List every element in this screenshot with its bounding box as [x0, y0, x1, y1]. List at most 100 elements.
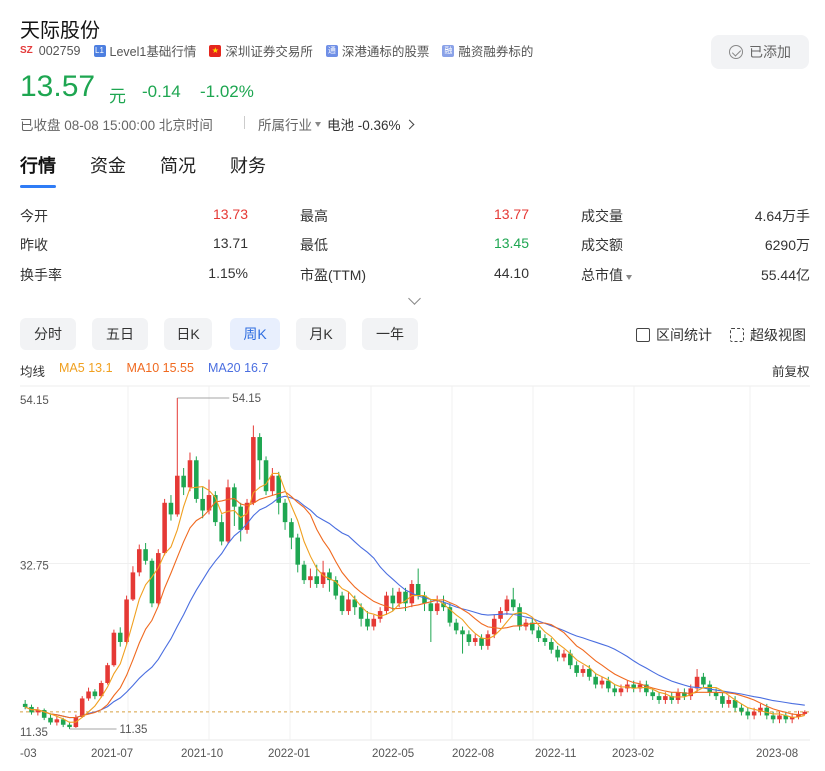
candle-body	[92, 691, 98, 697]
tab-finance[interactable]: 财务	[230, 156, 266, 176]
ma-title: 均线	[20, 365, 46, 379]
stat-value: 4.64万手	[754, 208, 810, 224]
stat-value: 13.73	[212, 206, 248, 222]
tag-exchange-label: 深圳证券交易所	[225, 45, 313, 59]
candle-body	[428, 603, 434, 612]
candle-body	[707, 684, 713, 693]
candle-body	[485, 634, 491, 646]
candle-body	[663, 696, 668, 700]
candle-body	[713, 692, 719, 697]
stock-name: 天际股份	[20, 20, 100, 42]
candle-body	[656, 696, 662, 700]
candle-body	[149, 560, 155, 604]
candle-body	[618, 688, 624, 693]
candle-body	[156, 553, 161, 604]
market-badge: SZ	[20, 44, 33, 56]
candle-body	[574, 665, 579, 673]
price-unit: 元	[109, 87, 126, 106]
range-stats-button[interactable]: 区间统计	[636, 325, 712, 345]
period-button[interactable]: 周K	[230, 318, 280, 350]
max-value-label: 54.15	[232, 393, 261, 405]
candle-body	[587, 669, 592, 677]
candle-body	[739, 707, 744, 712]
caret-down-icon	[315, 121, 321, 127]
period-button[interactable]: 月K	[296, 318, 346, 350]
candle-body	[453, 622, 459, 631]
candle-body	[352, 599, 358, 608]
tag-connect: 通 深港通标的股票	[325, 41, 430, 60]
x-tick-label: 2023-02	[612, 748, 654, 760]
tab-market[interactable]: 行情	[20, 152, 56, 188]
candle-body	[694, 676, 700, 689]
candle-body	[536, 630, 541, 639]
current-price: 13.57	[20, 70, 96, 103]
candle-body	[301, 564, 307, 581]
candle-body	[365, 618, 370, 627]
candle-body	[251, 437, 256, 503]
candle-body	[333, 580, 339, 596]
china-flag-icon: ★	[209, 44, 222, 57]
candle-body	[422, 595, 427, 604]
candle-body	[644, 684, 649, 693]
super-view-button[interactable]: 超级视图	[730, 325, 806, 345]
candle-body	[206, 495, 212, 511]
period-button[interactable]: 日K	[164, 318, 212, 350]
min-value-label: 11.35	[120, 724, 148, 736]
stat-value: 55.44亿	[760, 267, 810, 283]
period-button[interactable]: 分时	[20, 318, 76, 350]
candle-body	[136, 549, 142, 573]
stat-label: 成交额	[581, 237, 623, 253]
tab-profile[interactable]: 简况	[160, 156, 196, 176]
candle-body	[447, 607, 453, 623]
candle-body	[726, 699, 732, 704]
level1-icon: L1	[93, 44, 106, 57]
stat-label: 市盈(TTM)	[300, 267, 367, 283]
candle-body	[238, 506, 243, 530]
stat-value: 1.15%	[208, 265, 248, 281]
candle-body	[270, 475, 275, 492]
candle-body	[403, 591, 408, 604]
y-tick-label: 32.75	[20, 561, 49, 573]
period-button[interactable]: 五日	[92, 318, 148, 350]
candle-body	[682, 692, 687, 697]
industry-link[interactable]: 所属行业 电池 -0.36%	[258, 114, 414, 134]
candle-body	[124, 599, 129, 642]
candle-body	[777, 715, 782, 720]
candle-body	[35, 710, 41, 713]
candle-body	[802, 711, 808, 714]
super-view-icon	[730, 328, 744, 342]
x-tick-label: 2022-05	[372, 748, 414, 760]
candle-body	[415, 583, 421, 596]
added-watchlist-button[interactable]: 已添加	[711, 35, 809, 69]
candle-body	[384, 595, 389, 612]
candle-body	[504, 599, 510, 612]
y-tick-label: 11.35	[20, 727, 48, 739]
candle-body	[105, 665, 110, 683]
candle-body	[67, 724, 72, 728]
stat-value: 13.71	[212, 235, 248, 251]
stat-value: 44.10	[493, 265, 529, 281]
stat-value: 13.77	[493, 206, 529, 222]
x-tick-label: 2022-11	[535, 748, 576, 760]
candle-body	[168, 502, 174, 515]
candle-body	[263, 460, 269, 492]
y-tick-label: 54.15	[20, 395, 49, 407]
stock-tags: SZ 002759 L1 Level1基础行情 ★ 深圳证券交易所 通 深港通标…	[20, 41, 546, 60]
candle-body	[764, 707, 770, 716]
margin-icon: 融	[442, 44, 455, 57]
ma10-line	[24, 490, 805, 719]
ma20-line	[24, 495, 805, 719]
candle-body	[593, 676, 598, 685]
industry-label: 所属行业	[258, 118, 312, 133]
tag-connect-label: 深港通标的股票	[341, 45, 430, 59]
candle-body	[688, 688, 694, 697]
ma20-label: MA20 16.7	[207, 361, 269, 375]
candle-body	[200, 498, 205, 511]
adjust-mode-button[interactable]: 前复权	[772, 365, 810, 379]
stat-label: 成交量	[581, 208, 623, 224]
tab-capital[interactable]: 资金	[90, 156, 126, 176]
period-button[interactable]: 一年	[362, 318, 418, 350]
candle-body	[60, 719, 66, 725]
candle-body	[491, 618, 497, 635]
